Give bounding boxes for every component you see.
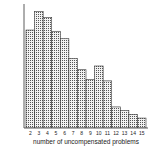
bar — [103, 81, 112, 128]
bar — [120, 111, 129, 128]
x-tick-label: 3 — [37, 130, 40, 136]
bar — [69, 59, 78, 128]
x-tick-label: 2 — [29, 130, 32, 136]
bar — [52, 31, 61, 128]
x-tick-label: 8 — [80, 130, 83, 136]
x-tick-label: 7 — [72, 130, 75, 136]
bars — [26, 11, 146, 128]
x-tick-label: 11 — [105, 130, 110, 136]
x-tick-label: 6 — [63, 130, 66, 136]
x-axis — [24, 128, 148, 129]
chart-container: 23456789 101112131415 number of uncompensa… — [0, 0, 150, 150]
bar — [137, 118, 146, 128]
bar — [129, 114, 138, 128]
bar — [95, 66, 104, 128]
bar — [86, 80, 95, 128]
y-axis — [24, 4, 25, 128]
x-tick-label: 15 — [139, 130, 145, 136]
x-axis-title: number of uncompensated problems — [33, 138, 140, 146]
bar — [26, 30, 35, 128]
bar — [43, 18, 52, 128]
bar — [60, 39, 69, 128]
x-tick-label: 10 — [96, 130, 102, 136]
bar — [77, 70, 86, 128]
chart-svg: 23456789 101112131415 number of uncompensa… — [0, 0, 150, 150]
bar — [35, 11, 44, 128]
x-tick-label: 14 — [130, 130, 136, 136]
x-tick-label: 4 — [46, 130, 49, 136]
x-tick-label: 12 — [113, 130, 119, 136]
x-tick-label: 9 — [89, 130, 92, 136]
x-tick-label: 5 — [55, 130, 58, 136]
x-tick-label: 13 — [122, 130, 128, 136]
bar — [112, 107, 121, 128]
